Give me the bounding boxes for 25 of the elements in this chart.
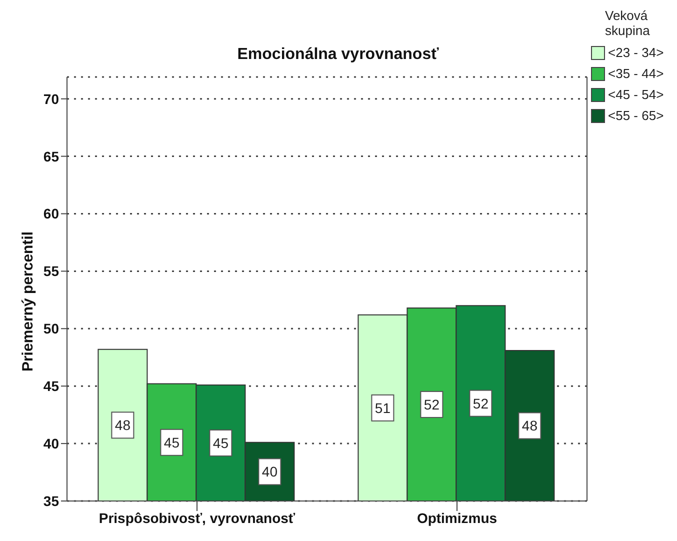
chart-title: Emocionálna vyrovnanosť bbox=[236, 46, 440, 64]
data-label: 48 bbox=[522, 418, 538, 434]
y-tick-label: 50 bbox=[43, 320, 60, 337]
x-tick-label: Optimizmus bbox=[416, 510, 498, 526]
y-tick-label: 65 bbox=[43, 148, 60, 164]
y-tick-label: 55 bbox=[43, 263, 60, 280]
y-tick-label: 60 bbox=[43, 206, 60, 222]
y-tick-label: 40 bbox=[43, 436, 60, 452]
x-tick-label: Prispôsobivosť, vyrovnanosť bbox=[98, 510, 296, 526]
y-tick-label: 35 bbox=[43, 492, 60, 509]
y-axis-title: Priemerný percentil bbox=[20, 230, 36, 374]
legend-label: <45 - 54> bbox=[608, 87, 664, 102]
data-label: 52 bbox=[472, 395, 489, 412]
data-label: 45 bbox=[212, 434, 229, 451]
data-label: 52 bbox=[424, 396, 440, 412]
legend-title: Veková skupina bbox=[604, 8, 651, 38]
y-tick-label: 70 bbox=[43, 90, 60, 107]
data-label: 48 bbox=[114, 417, 131, 434]
legend-label: <35 - 44> bbox=[608, 66, 664, 81]
data-label: 51 bbox=[374, 400, 391, 416]
y-tick-label: 45 bbox=[43, 378, 60, 394]
data-label: 45 bbox=[164, 434, 180, 450]
legend-label: <55 - 65> bbox=[608, 108, 664, 123]
data-label: 40 bbox=[262, 464, 278, 480]
legend-label: <23 - 34> bbox=[608, 45, 664, 60]
